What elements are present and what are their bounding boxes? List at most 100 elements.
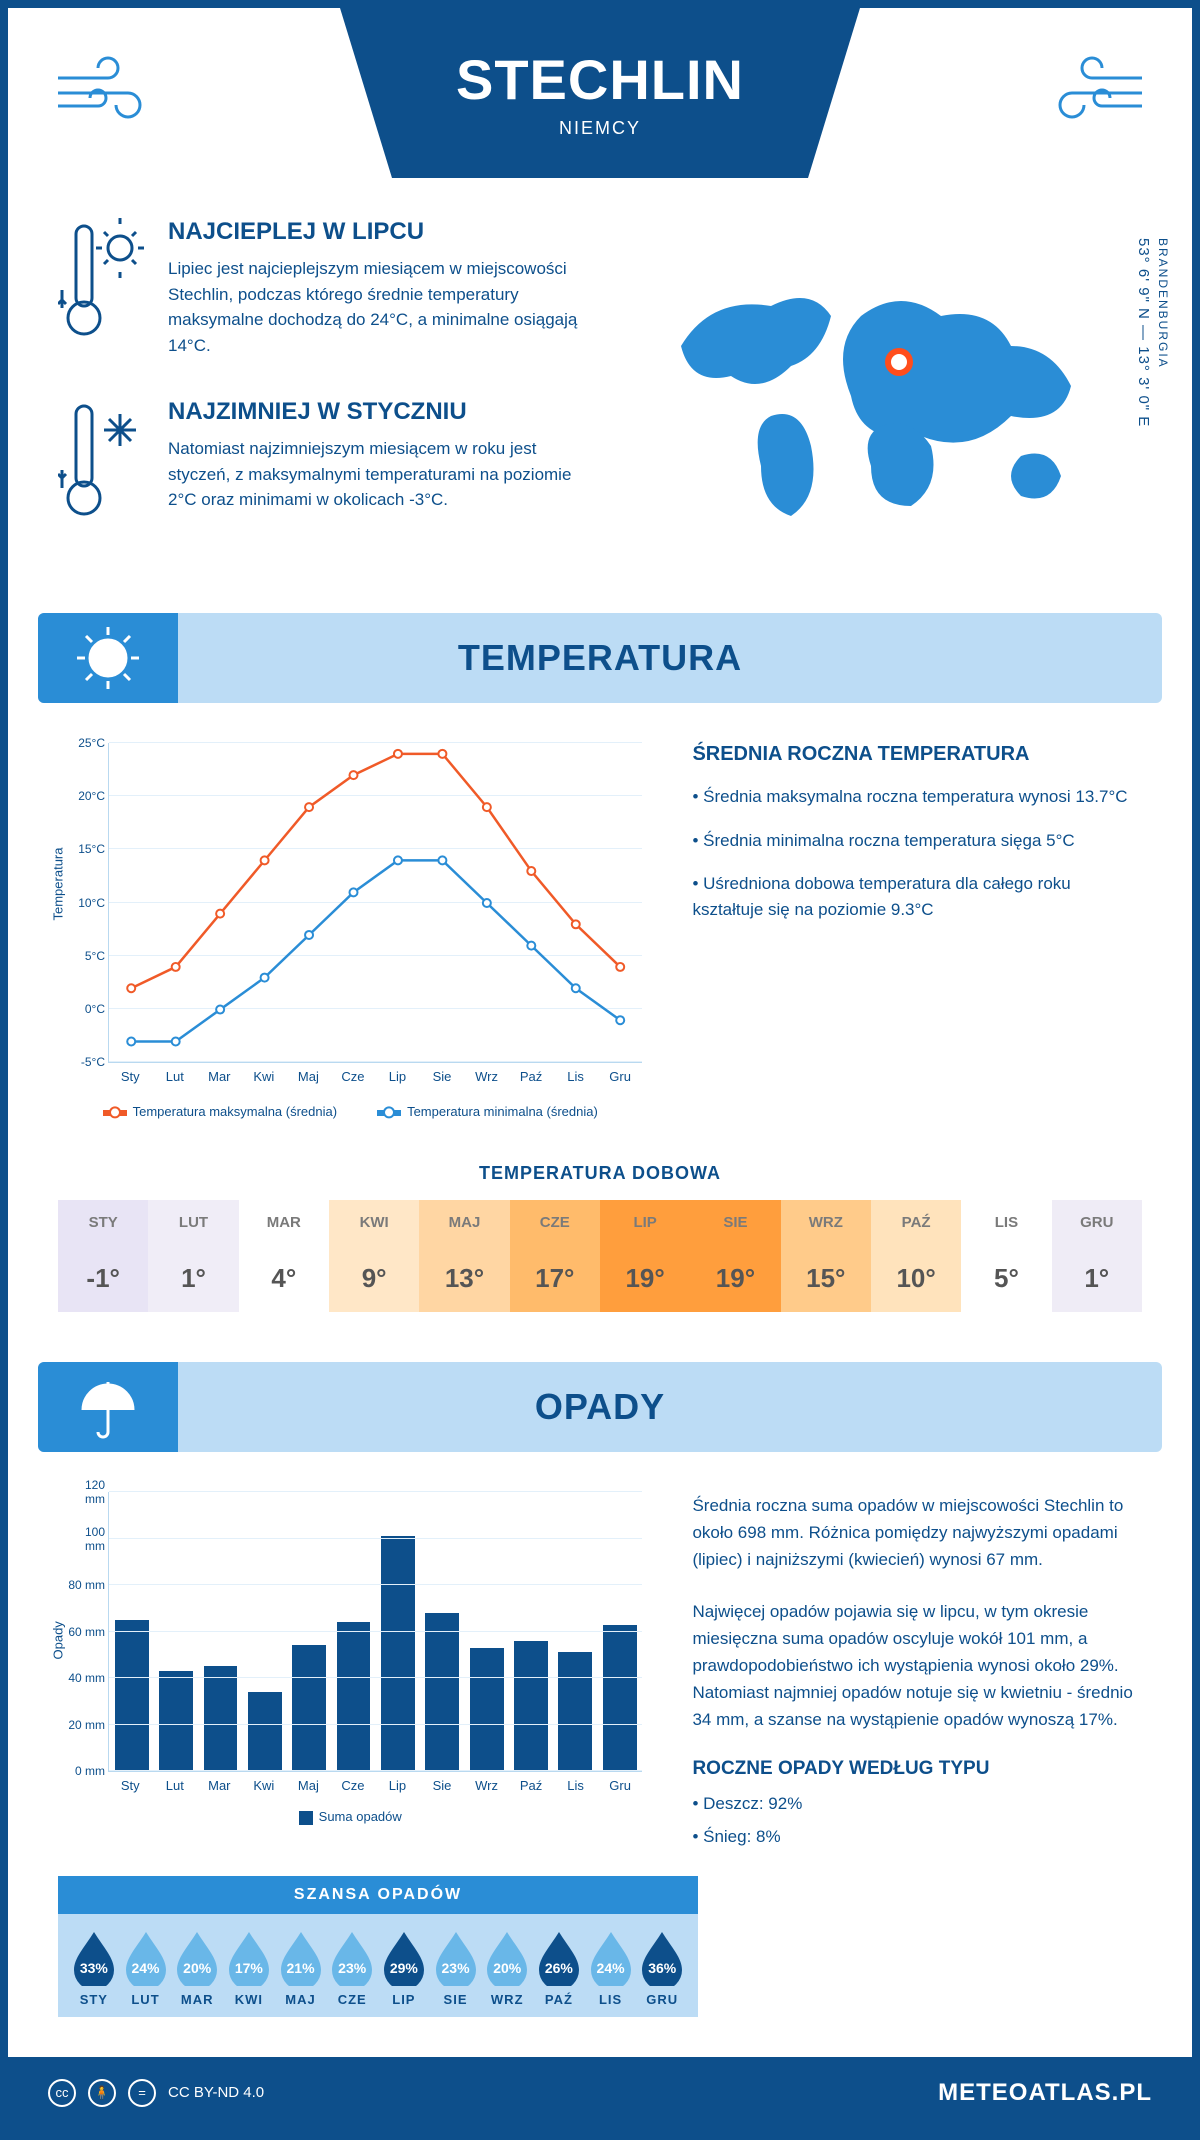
daily-temp-value: 13° <box>419 1245 509 1312</box>
temp-stats-heading: ŚREDNIA ROCZNA TEMPERATURA <box>692 743 1142 766</box>
daily-temp-month: KWI <box>329 1200 419 1245</box>
precipitation-chance-panel: SZANSA OPADÓW 33%STY24%LUT20%MAR17%KWI21… <box>58 1876 698 2017</box>
city-title: STECHLIN <box>456 47 744 112</box>
by-icon: 🧍 <box>88 2079 116 2107</box>
thermometer-sun-icon <box>58 218 148 358</box>
precip-bar <box>470 1648 504 1771</box>
daily-temp-month: STY <box>58 1200 148 1245</box>
daily-temp-month: MAR <box>239 1200 329 1245</box>
temperature-line-chart: Temperatura -5°C0°C5°C10°C15°C20°C25°C S… <box>58 743 642 1123</box>
coordinates: 53° 6' 9" N — 13° 3' 0" E <box>1135 238 1152 427</box>
daily-temp-value: 10° <box>871 1245 961 1312</box>
daily-temp-month: CZE <box>510 1200 600 1245</box>
wind-icon <box>48 48 168 133</box>
fact-cold-title: NAJZIMNIEJ W STYCZNIU <box>168 398 580 426</box>
chance-drop: 17%KWI <box>223 1930 275 2007</box>
chance-drop: 36%GRU <box>636 1930 688 2007</box>
region-label: BRANDENBURGIA <box>1156 238 1170 369</box>
cc-icon: cc <box>48 2079 76 2107</box>
daily-temp-heading: TEMPERATURA DOBOWA <box>58 1163 1142 1184</box>
fact-cold-text: Natomiast najzimniejszym miesiącem w rok… <box>168 436 580 513</box>
precip-bar <box>558 1652 592 1771</box>
chance-drop: 23%SIE <box>430 1930 482 2007</box>
wind-icon <box>1032 48 1152 133</box>
precipitation-body: Opady 0 mm20 mm40 mm60 mm80 mm100 mm120 … <box>8 1452 1192 1876</box>
daily-temp-value: 9° <box>329 1245 419 1312</box>
precip-type-heading: ROCZNE OPADY WEDŁUG TYPU <box>692 1758 1142 1780</box>
daily-temp-month: LIS <box>961 1200 1051 1245</box>
temp-chart-ylabel: Temperatura <box>51 848 66 921</box>
chance-drop: 26%PAŹ <box>533 1930 585 2007</box>
daily-temp-value: 1° <box>1052 1245 1142 1312</box>
precip-bar <box>248 1692 282 1771</box>
chance-drop: 24%LUT <box>120 1930 172 2007</box>
footer: cc 🧍 = CC BY-ND 4.0 METEOATLAS.PL <box>8 2057 1192 2129</box>
country-label: NIEMCY <box>559 118 641 139</box>
daily-temp-month: GRU <box>1052 1200 1142 1245</box>
daily-temp-value: 19° <box>600 1245 690 1312</box>
precipitation-bar-chart: Opady 0 mm20 mm40 mm60 mm80 mm100 mm120 … <box>58 1492 642 1856</box>
daily-temp-month: WRZ <box>781 1200 871 1245</box>
daily-temp-month: PAŹ <box>871 1200 961 1245</box>
chance-heading: SZANSA OPADÓW <box>58 1876 698 1914</box>
nd-icon: = <box>128 2079 156 2107</box>
temp-stat-bullet: • Uśredniona dobowa temperatura dla całe… <box>692 871 1142 922</box>
daily-temp-value: 19° <box>690 1245 780 1312</box>
daily-temp-value: 4° <box>239 1245 329 1312</box>
precip-bar <box>425 1613 459 1771</box>
header: STECHLIN NIEMCY <box>8 8 1192 188</box>
precip-type-bullet: • Śnieg: 8% <box>692 1823 1142 1850</box>
precip-bar <box>337 1622 371 1771</box>
precip-bar <box>603 1625 637 1771</box>
fact-warmest: NAJCIEPLEJ W LIPCU Lipiec jest najcieple… <box>58 218 580 358</box>
daily-temp-value: 17° <box>510 1245 600 1312</box>
chance-drop: 20%MAR <box>171 1930 223 2007</box>
temp-chart-legend: Temperatura maksymalna (średnia) Tempera… <box>58 1104 642 1119</box>
world-map: 53° 6' 9" N — 13° 3' 0" E BRANDENBURGIA <box>620 218 1142 573</box>
temp-stat-bullet: • Średnia minimalna roczna temperatura s… <box>692 828 1142 854</box>
chance-drop: 20%WRZ <box>481 1930 533 2007</box>
precip-bar <box>292 1645 326 1771</box>
header-banner: STECHLIN NIEMCY <box>340 8 860 178</box>
precip-chart-legend: Suma opadów <box>58 1809 642 1825</box>
temperature-stats: ŚREDNIA ROCZNA TEMPERATURA • Średnia mak… <box>692 743 1142 1123</box>
precip-p2: Najwięcej opadów pojawia się w lipcu, w … <box>692 1598 1142 1734</box>
license-info: cc 🧍 = CC BY-ND 4.0 <box>48 2079 264 2107</box>
daily-temp-month: MAJ <box>419 1200 509 1245</box>
daily-temp-value: 5° <box>961 1245 1051 1312</box>
intro-section: NAJCIEPLEJ W LIPCU Lipiec jest najcieple… <box>8 188 1192 613</box>
temp-stat-bullet: • Średnia maksymalna roczna temperatura … <box>692 784 1142 810</box>
section-bar-precipitation: OPADY <box>38 1362 1162 1452</box>
page: STECHLIN NIEMCY <box>0 0 1200 2137</box>
chance-drop: 29%LIP <box>378 1930 430 2007</box>
precip-bar <box>159 1671 193 1771</box>
chance-drop: 21%MAJ <box>275 1930 327 2007</box>
section-bar-temperature: TEMPERATURA <box>38 613 1162 703</box>
precip-type-bullet: • Deszcz: 92% <box>692 1790 1142 1817</box>
temperature-body: Temperatura -5°C0°C5°C10°C15°C20°C25°C S… <box>8 703 1192 1163</box>
precip-bar <box>381 1536 415 1771</box>
chance-drop: 23%CZE <box>326 1930 378 2007</box>
chance-drop: 33%STY <box>68 1930 120 2007</box>
sun-icon <box>38 613 178 703</box>
precip-bar <box>115 1620 149 1771</box>
daily-temp-month: LUT <box>148 1200 238 1245</box>
daily-temp-value: 15° <box>781 1245 871 1312</box>
daily-temperature-table: TEMPERATURA DOBOWA STYLUTMARKWIMAJCZELIP… <box>58 1163 1142 1312</box>
precip-p1: Średnia roczna suma opadów w miejscowośc… <box>692 1492 1142 1574</box>
daily-temp-value: 1° <box>148 1245 238 1312</box>
fact-warm-title: NAJCIEPLEJ W LIPCU <box>168 218 580 246</box>
section-title-precipitation: OPADY <box>535 1386 665 1428</box>
fact-warm-text: Lipiec jest najcieplejszym miesiącem w m… <box>168 256 580 358</box>
precip-bar <box>514 1641 548 1771</box>
precip-bar <box>204 1666 238 1771</box>
daily-temp-month: SIE <box>690 1200 780 1245</box>
precipitation-stats: Średnia roczna suma opadów w miejscowośc… <box>692 1492 1142 1856</box>
daily-temp-value: -1° <box>58 1245 148 1312</box>
chance-drop: 24%LIS <box>585 1930 637 2007</box>
daily-temp-month: LIP <box>600 1200 690 1245</box>
umbrella-icon <box>38 1362 178 1452</box>
site-name: METEOATLAS.PL <box>938 2079 1152 2107</box>
section-title-temperature: TEMPERATURA <box>458 637 742 679</box>
thermometer-snow-icon <box>58 398 148 533</box>
